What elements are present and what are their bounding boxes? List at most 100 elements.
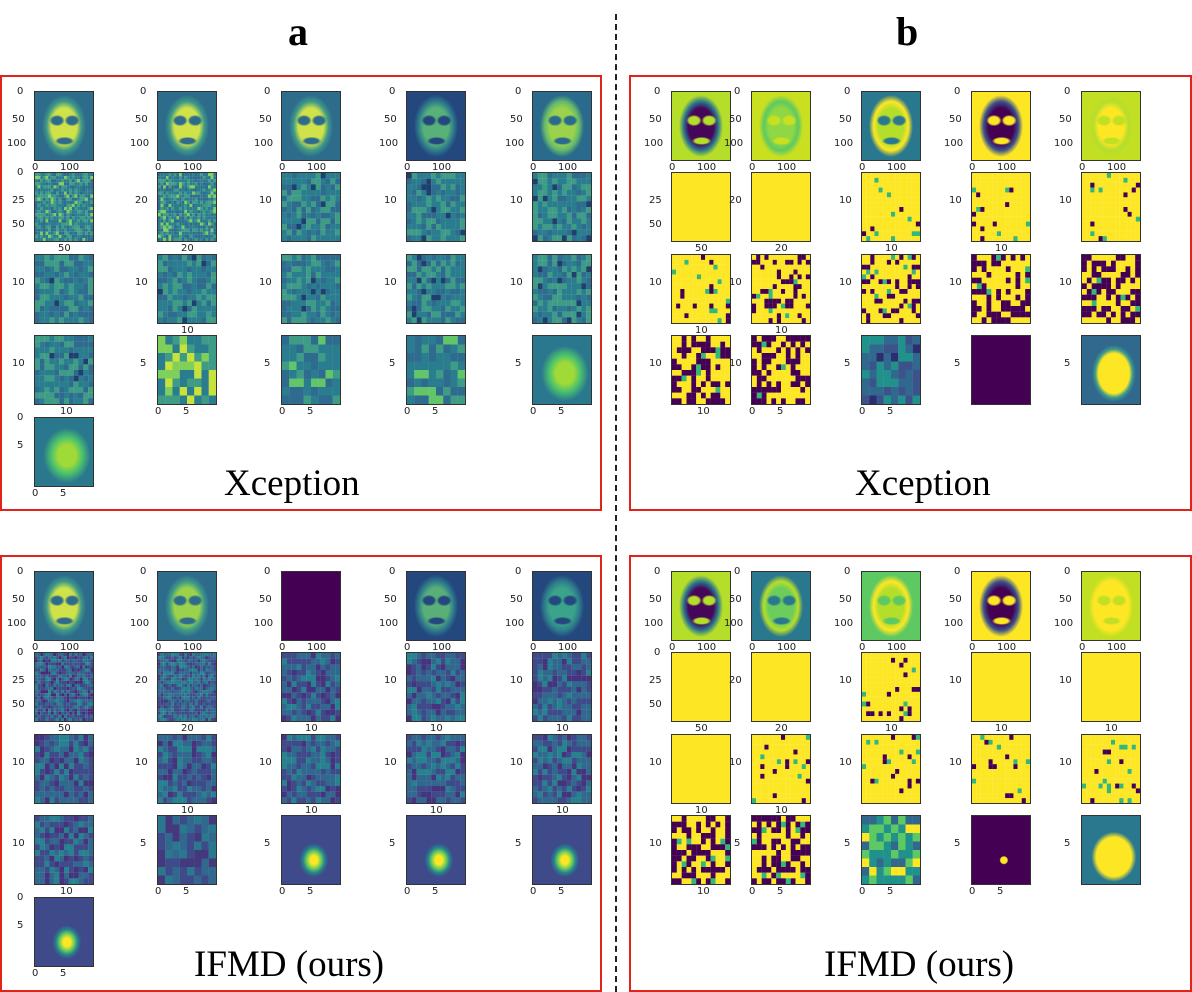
axis-tick-label: 5 [264, 838, 271, 849]
feature-map-tile [532, 734, 592, 804]
axis-tick-label: 50 [1059, 114, 1072, 125]
feature-map-tile [281, 172, 341, 242]
feature-map-tile [1081, 172, 1141, 242]
column-label-b: b [896, 9, 919, 54]
axis-tick-label: 0 [155, 886, 162, 897]
feature-map-tile [532, 254, 592, 324]
feature-map-tile [406, 652, 466, 722]
axis-tick-label: 0 [530, 162, 537, 173]
panel-caption: Xception [855, 463, 991, 504]
axis-tick-label: 50 [729, 114, 742, 125]
axis-tick-label: 100 [944, 138, 964, 149]
axis-tick-label: 10 [839, 675, 852, 686]
axis-tick-label: 100 [183, 642, 203, 653]
axis-tick-label: 0 [32, 488, 39, 499]
feature-map-tile [34, 335, 94, 405]
axis-tick-label: 50 [839, 594, 852, 605]
axis-tick-label: 50 [384, 594, 397, 605]
axis-tick-label: 0 [844, 566, 851, 577]
axis-tick-label: 10 [649, 757, 662, 768]
feature-map-tile [751, 652, 811, 722]
axis-tick-label: 10 [995, 723, 1008, 734]
axis-tick-label: 20 [181, 723, 194, 734]
axis-tick-label: 50 [695, 723, 708, 734]
feature-map-tile [1081, 571, 1141, 641]
feature-map-tile [34, 172, 94, 242]
axis-tick-label: 0 [749, 886, 756, 897]
axis-tick-label: 50 [12, 114, 25, 125]
axis-tick-label: 5 [844, 838, 851, 849]
feature-map-tile [971, 815, 1031, 885]
feature-map-tile [1081, 734, 1141, 804]
feature-map-tile [406, 254, 466, 324]
axis-tick-label: 50 [135, 114, 148, 125]
axis-tick-label: 5 [558, 406, 565, 417]
axis-tick-label: 5 [183, 406, 190, 417]
axis-tick-label: 100 [1107, 162, 1127, 173]
feature-map-tile [281, 571, 341, 641]
axis-tick-label: 0 [404, 162, 411, 173]
axis-tick-label: 50 [729, 594, 742, 605]
panel-caption: Xception [224, 463, 360, 504]
axis-tick-label: 0 [155, 162, 162, 173]
axis-tick-label: 10 [510, 277, 523, 288]
axis-tick-label: 50 [510, 114, 523, 125]
axis-tick-label: 50 [384, 114, 397, 125]
feature-map-tile [671, 335, 731, 405]
axis-tick-label: 10 [775, 805, 788, 816]
column-divider [615, 14, 617, 992]
axis-tick-label: 0 [279, 642, 286, 653]
axis-tick-label: 10 [885, 723, 898, 734]
feature-map-tile [34, 417, 94, 487]
feature-map-tile [157, 91, 217, 161]
axis-tick-label: 25 [649, 195, 662, 206]
axis-tick-label: 0 [954, 86, 961, 97]
axis-tick-label: 100 [254, 618, 274, 629]
axis-tick-label: 10 [12, 358, 25, 369]
axis-tick-label: 10 [885, 243, 898, 254]
axis-tick-label: 0 [140, 566, 147, 577]
feature-map-tile [532, 815, 592, 885]
feature-map-tile [281, 91, 341, 161]
axis-tick-label: 10 [1105, 723, 1118, 734]
axis-tick-label: 0 [17, 566, 24, 577]
axis-tick-label: 20 [181, 243, 194, 254]
axis-tick-label: 10 [12, 757, 25, 768]
axis-tick-label: 10 [556, 723, 569, 734]
feature-map-tile [671, 652, 731, 722]
axis-tick-label: 0 [155, 406, 162, 417]
axis-tick-label: 0 [279, 162, 286, 173]
feature-map-tile [532, 91, 592, 161]
axis-tick-label: 100 [379, 138, 399, 149]
axis-tick-label: 20 [729, 675, 742, 686]
axis-tick-label: 50 [12, 219, 25, 230]
feature-map-tile [157, 734, 217, 804]
axis-tick-label: 0 [954, 566, 961, 577]
feature-map-tile [281, 335, 341, 405]
axis-tick-label: 20 [729, 195, 742, 206]
axis-tick-label: 5 [558, 886, 565, 897]
axis-tick-label: 0 [654, 566, 661, 577]
feature-map-tile [751, 335, 811, 405]
axis-tick-label: 100 [130, 138, 150, 149]
axis-tick-label: 100 [697, 162, 717, 173]
axis-tick-label: 5 [389, 838, 396, 849]
axis-tick-label: 50 [135, 594, 148, 605]
axis-tick-label: 5 [140, 838, 147, 849]
axis-tick-label: 5 [734, 838, 741, 849]
axis-tick-label: 0 [734, 566, 741, 577]
feature-map-tile [971, 254, 1031, 324]
axis-tick-label: 20 [135, 675, 148, 686]
axis-tick-label: 5 [844, 358, 851, 369]
axis-tick-label: 0 [859, 886, 866, 897]
axis-tick-label: 5 [515, 358, 522, 369]
axis-tick-label: 0 [969, 886, 976, 897]
axis-tick-label: 10 [135, 277, 148, 288]
panel-a-ifmd: IFMD (ours) 0 50 100 0 100 0 50 100 0 100 0 50 100 0 1… [0, 555, 602, 992]
feature-map-tile [532, 172, 592, 242]
feature-map-tile [34, 91, 94, 161]
axis-tick-label: 10 [384, 195, 397, 206]
feature-map-tile [751, 172, 811, 242]
axis-tick-label: 5 [1064, 358, 1071, 369]
axis-tick-label: 10 [729, 757, 742, 768]
